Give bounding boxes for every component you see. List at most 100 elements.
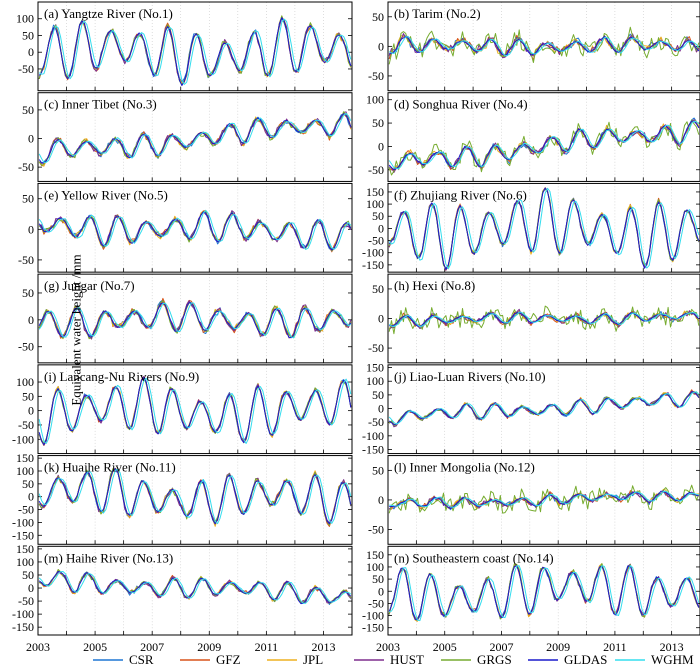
series-group — [38, 569, 352, 605]
series-line-gldas — [388, 120, 700, 171]
series-group — [38, 467, 352, 527]
y-tick-label: 0 — [378, 312, 384, 326]
series-line-jpl — [389, 390, 700, 426]
series-line-grgs — [388, 305, 700, 335]
panel-8: -50 0 50 (h) Hexi (No.8) — [368, 273, 700, 364]
series-line-csr — [388, 389, 700, 427]
y-tick-label: -150 — [362, 258, 384, 272]
panel-12: -50 0 50 (l) Inner Mongolia (No.12) — [368, 455, 700, 545]
y-tick-label: -50 — [368, 415, 384, 429]
y-tick-label: 50 — [372, 572, 384, 586]
x-tick-label: 2005 — [433, 640, 457, 654]
series-group — [38, 375, 352, 446]
x-tick-label: 2007 — [489, 640, 513, 654]
series-group — [38, 297, 352, 340]
panel-title: (i) Lancang-Nu Rivers (No.9) — [44, 369, 199, 384]
series-line-gldas — [388, 187, 700, 270]
x-tick-label: 2011 — [603, 640, 627, 654]
panel-frame — [37, 1, 353, 92]
y-tick-label: -50 — [18, 160, 34, 174]
series-line-gldas — [38, 377, 352, 446]
y-tick-label: 0 — [378, 221, 384, 235]
series-group — [388, 26, 700, 65]
legend-label-gldas: GLDAS — [564, 652, 607, 667]
panel-title: (a) Yangtze River (No.1) — [44, 6, 173, 21]
panel-title: (d) Songhua River (No.4) — [394, 97, 528, 112]
panel-frame — [37, 273, 353, 364]
panel-title: (m) Haihe River (No.13) — [44, 550, 173, 565]
y-tick-label: 0 — [28, 45, 34, 59]
y-tick-label: 0 — [378, 139, 384, 153]
series-group — [388, 187, 700, 271]
y-tick-label: 50 — [22, 477, 34, 491]
y-tick-label: -50 — [368, 341, 384, 355]
series-line-wghm — [389, 565, 700, 622]
y-tick-label: 150 — [16, 451, 34, 465]
x-tick-label: 2009 — [546, 640, 570, 654]
y-tick-label: -100 — [362, 429, 384, 443]
y-tick-label: -50 — [368, 234, 384, 248]
y-tick-label: 0 — [28, 581, 34, 595]
y-tick-label: 0 — [378, 493, 384, 507]
panel-title: (k) Huaihe River (No.11) — [44, 460, 176, 475]
series-line-jpl — [388, 563, 700, 622]
y-tick-label: 0 — [378, 39, 384, 53]
x-tick-label: 2007 — [140, 640, 164, 654]
series-line-wghm — [38, 302, 352, 339]
series-line-wghm — [38, 209, 352, 250]
y-tick-label: 0 — [28, 404, 34, 418]
y-tick-label: -50 — [368, 596, 384, 610]
x-tick-label: 2013 — [660, 640, 684, 654]
panel-4: -50 0 50 100 (d) Songhua River (No.4) — [366, 92, 700, 182]
y-tick-label: 50 — [22, 103, 34, 117]
y-tick-label: 50 — [372, 10, 384, 24]
y-tick-label: 150 — [366, 548, 384, 562]
series-line-jpl — [38, 15, 352, 84]
y-tick-label: 0 — [28, 222, 34, 236]
legend-label-gfz: GFZ — [216, 652, 241, 667]
panel-frame — [387, 364, 700, 455]
panel-title: (l) Inner Mongolia (No.12) — [394, 460, 535, 475]
legend-label-csr: CSR — [129, 652, 154, 667]
panel-title: (e) Yellow River (No.5) — [44, 187, 168, 202]
y-tick-label: 150 — [16, 542, 34, 556]
y-tick-label: 50 — [22, 192, 34, 206]
x-tick-label: 2009 — [197, 640, 221, 654]
y-tick-label: -100 — [12, 607, 34, 621]
y-tick-label: -50 — [18, 253, 34, 267]
y-tick-label: 50 — [372, 209, 384, 223]
y-axis-label: Equivalent water height /mm — [68, 254, 84, 406]
y-tick-label: 100 — [366, 374, 384, 388]
y-tick-label: 50 — [22, 389, 34, 403]
series-group — [38, 209, 352, 253]
legend: CSR GFZ JPL HUST GRGS GLDAS WGHM — [93, 652, 694, 667]
series-line-grgs — [388, 391, 700, 426]
series-line-gldas — [38, 211, 352, 251]
y-tick-label: 100 — [366, 560, 384, 574]
panel-2: -50 0 50 (b) Tarim (No.2) — [368, 1, 700, 92]
series-line-grgs — [38, 15, 352, 85]
series-line-wghm — [38, 377, 352, 444]
y-tick-label: 50 — [372, 282, 384, 296]
y-tick-label: 150 — [366, 361, 384, 375]
series-line-wghm — [38, 571, 352, 604]
y-tick-label: 50 — [372, 116, 384, 130]
y-tick-label: 150 — [366, 185, 384, 199]
legend-label-grgs: GRGS — [477, 652, 512, 667]
series-line-gfz — [388, 564, 700, 622]
y-tick-label: -50 — [18, 418, 34, 432]
x-tick-label: 2013 — [311, 640, 335, 654]
series-line-wghm — [388, 391, 700, 425]
panel-3: -50 0 50 (c) Inner Tibet (No.3) — [18, 92, 353, 182]
y-tick-label: -150 — [12, 620, 34, 634]
y-tick-label: -100 — [362, 609, 384, 623]
y-tick-label: 100 — [366, 93, 384, 107]
panel-frame — [387, 1, 700, 92]
series-group — [388, 484, 700, 514]
panel-frame — [37, 364, 353, 455]
y-tick-label: 0 — [378, 584, 384, 598]
